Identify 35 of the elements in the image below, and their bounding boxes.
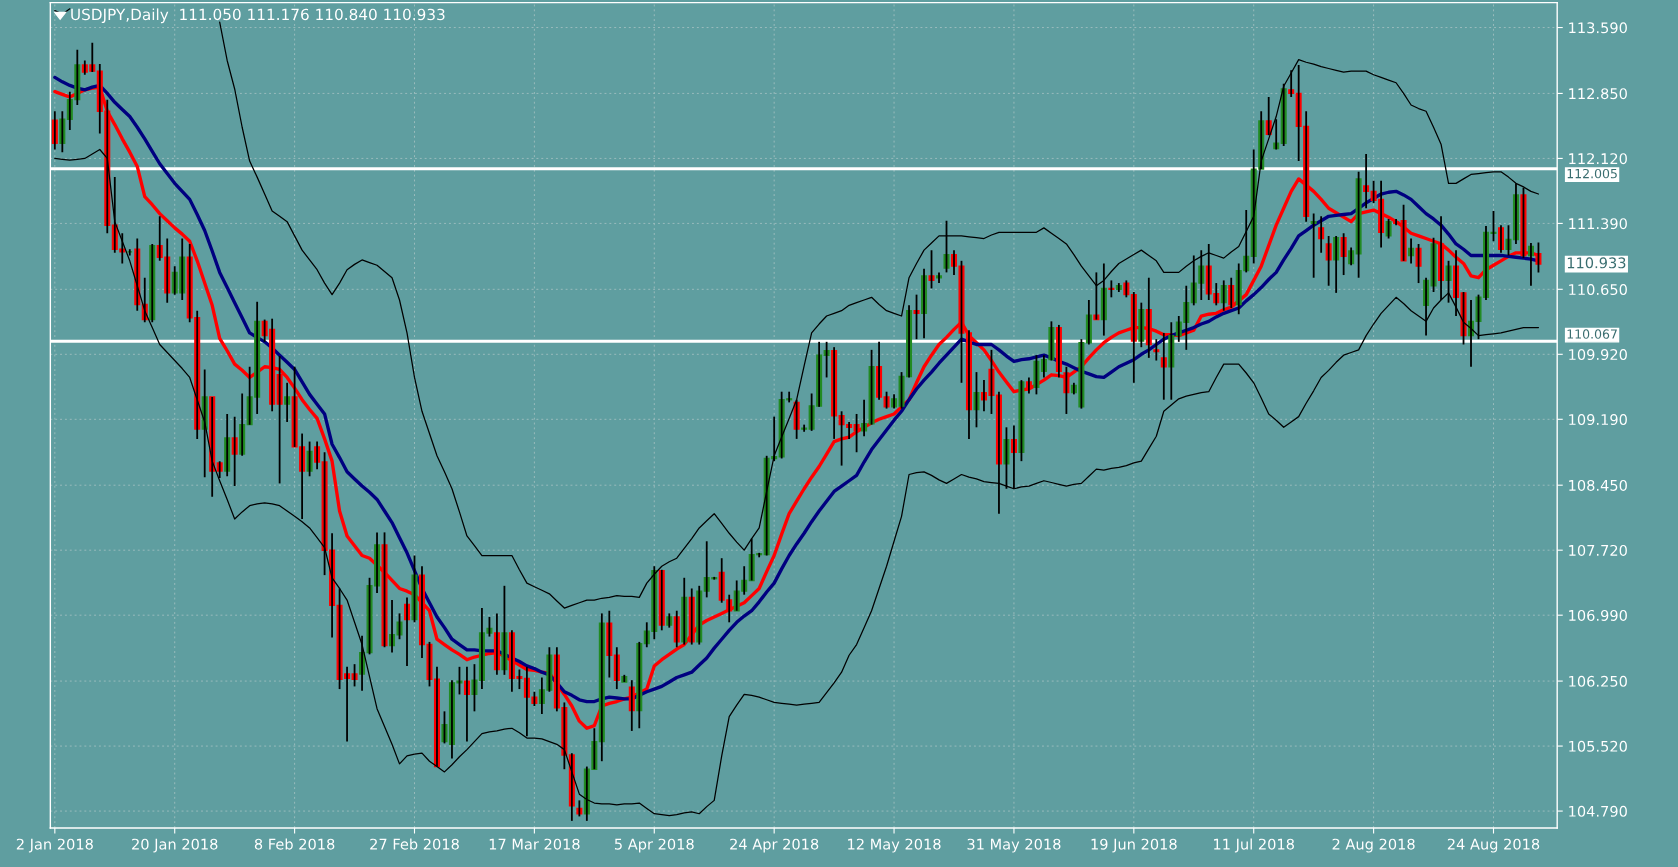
- x-tick-label: 24 Apr 2018: [730, 838, 819, 853]
- y-tick-label: 109.190: [1569, 414, 1627, 426]
- y-tick-label: 108.450: [1569, 479, 1627, 491]
- y-tick-label: 111.390: [1569, 218, 1627, 230]
- y-tick-label: 106.990: [1569, 609, 1627, 621]
- x-tick-label: 5 Apr 2018: [614, 838, 694, 853]
- x-tick-label: 8 Feb 2018: [254, 838, 335, 850]
- x-tick-label: 12 May 2018: [848, 838, 941, 853]
- y-tick-label: 107.720: [1569, 544, 1627, 556]
- x-tick-label: 19 Jun 2018: [1091, 838, 1177, 853]
- x-tick-label: 20 Jan 2018: [132, 838, 218, 853]
- y-tick-label: 110.650: [1569, 284, 1627, 296]
- candlestick: [853, 413, 860, 454]
- x-tick-label: 2 Jan 2018: [16, 838, 93, 853]
- candlestick: [351, 663, 358, 688]
- y-tick-label: 113.590: [1569, 22, 1627, 34]
- x-tick-label: 11 Jul 2018: [1214, 838, 1294, 853]
- y-tick-label: 109.920: [1569, 349, 1627, 361]
- x-tick-label: 17 Mar 2018: [489, 838, 580, 850]
- x-tick-label: 27 Feb 2018: [370, 838, 459, 850]
- candlestick: [411, 554, 418, 624]
- ref-line-label: 112.005: [1567, 168, 1617, 179]
- x-tick-label: 31 May 2018: [967, 838, 1061, 853]
- chart-title: USDJPY,Daily 111.050 111.176 110.840 110.933: [71, 8, 445, 24]
- text: 110.933: [1567, 257, 1626, 269]
- ref-line-label: 110.067: [1567, 329, 1617, 339]
- x-tick-label: 2 Aug 2018: [1332, 838, 1415, 853]
- y-tick-label: 104.790: [1569, 805, 1627, 817]
- y-tick-label: 105.520: [1569, 740, 1627, 752]
- candlestick: [943, 219, 950, 274]
- y-tick-label: 106.250: [1569, 675, 1627, 687]
- x-tick-label: 24 Aug 2018: [1447, 838, 1540, 853]
- y-tick-label: 112.120: [1569, 153, 1627, 165]
- candlestick: [928, 249, 935, 290]
- y-tick-label: 112.850: [1569, 88, 1627, 100]
